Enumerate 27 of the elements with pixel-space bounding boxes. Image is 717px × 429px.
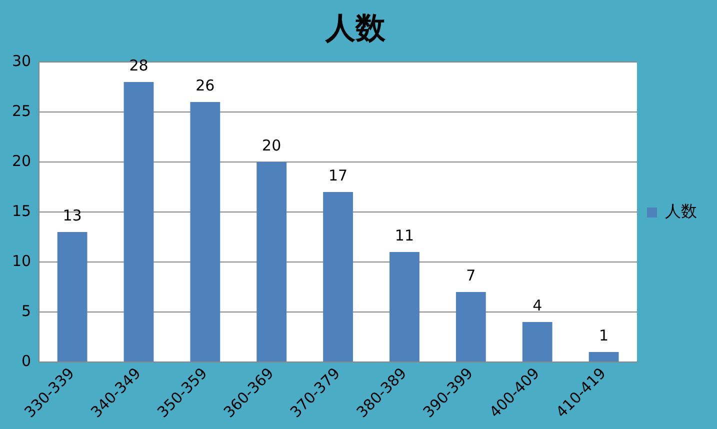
bar xyxy=(522,322,552,362)
bar xyxy=(456,292,486,362)
y-tick-label: 20 xyxy=(12,152,32,170)
data-label: 26 xyxy=(196,76,215,94)
bar xyxy=(390,252,420,362)
chart-title: 人数 xyxy=(324,10,386,46)
y-tick-label: 5 xyxy=(22,302,32,320)
data-label: 20 xyxy=(262,136,282,154)
data-label: 7 xyxy=(466,266,476,284)
data-label: 13 xyxy=(62,206,82,224)
legend-label: 人数 xyxy=(665,202,697,221)
bar xyxy=(190,102,220,362)
data-label: 4 xyxy=(532,296,542,314)
bar xyxy=(323,192,353,362)
y-tick-label: 10 xyxy=(12,252,32,270)
bar xyxy=(256,162,287,362)
bar xyxy=(588,352,619,362)
bar xyxy=(124,82,154,362)
data-label: 17 xyxy=(328,166,348,184)
data-label: 1 xyxy=(599,326,609,344)
y-tick-label: 30 xyxy=(12,52,32,70)
y-tick-label: 15 xyxy=(12,202,32,220)
y-tick-label: 0 xyxy=(22,352,32,370)
data-label: 28 xyxy=(129,56,148,74)
bar xyxy=(57,232,88,362)
y-tick-label: 25 xyxy=(12,102,32,120)
data-label: 11 xyxy=(394,226,414,244)
